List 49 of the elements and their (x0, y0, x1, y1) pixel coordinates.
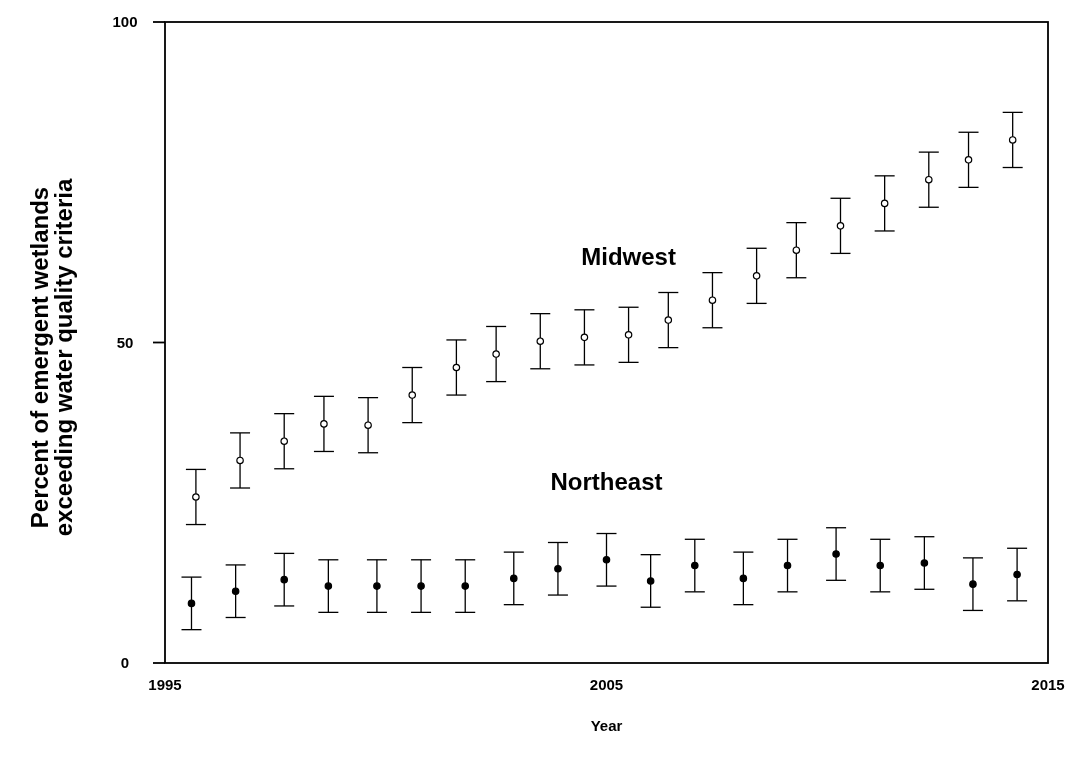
point (646, 577, 655, 585)
point (509, 574, 518, 583)
point (836, 222, 845, 230)
point (832, 550, 840, 558)
point (783, 561, 792, 570)
x-tick-label: 2005 (589, 676, 624, 693)
point (280, 437, 288, 446)
text: Northeast (550, 467, 663, 495)
point (231, 587, 240, 595)
point (708, 296, 717, 304)
y-tick-label: 50 (116, 333, 134, 351)
point (364, 421, 372, 429)
y-tick-label: 100 (112, 13, 138, 31)
point (752, 272, 761, 280)
point (876, 561, 885, 570)
point (664, 316, 673, 324)
point (452, 363, 461, 372)
y-axis-title: Percent of emergent wetlands exceeding water quality criteria (26, 178, 77, 537)
point (417, 582, 425, 590)
point (492, 350, 500, 358)
point (1008, 136, 1017, 144)
point (324, 582, 333, 590)
series-label: Midwest (581, 242, 676, 270)
point (739, 574, 748, 583)
point (461, 582, 470, 590)
point (602, 556, 611, 564)
point (280, 575, 288, 584)
point (920, 559, 929, 567)
point (236, 456, 244, 465)
y-tick-label: 0 (120, 654, 130, 672)
point (192, 493, 200, 501)
point (964, 156, 973, 164)
point (924, 175, 933, 184)
point (408, 391, 417, 399)
point (792, 246, 801, 254)
x-axis-title: Year (590, 717, 623, 734)
point (624, 331, 633, 339)
point (580, 333, 589, 342)
point (880, 199, 889, 208)
point (320, 420, 328, 428)
point (536, 337, 545, 346)
point (969, 580, 977, 588)
x-tick-label: 2015 (1031, 676, 1065, 693)
point (373, 582, 381, 590)
point (187, 599, 196, 608)
point (1013, 570, 1021, 579)
point (691, 561, 699, 570)
point (554, 564, 562, 573)
x-tick-label: 1995 (148, 676, 182, 693)
